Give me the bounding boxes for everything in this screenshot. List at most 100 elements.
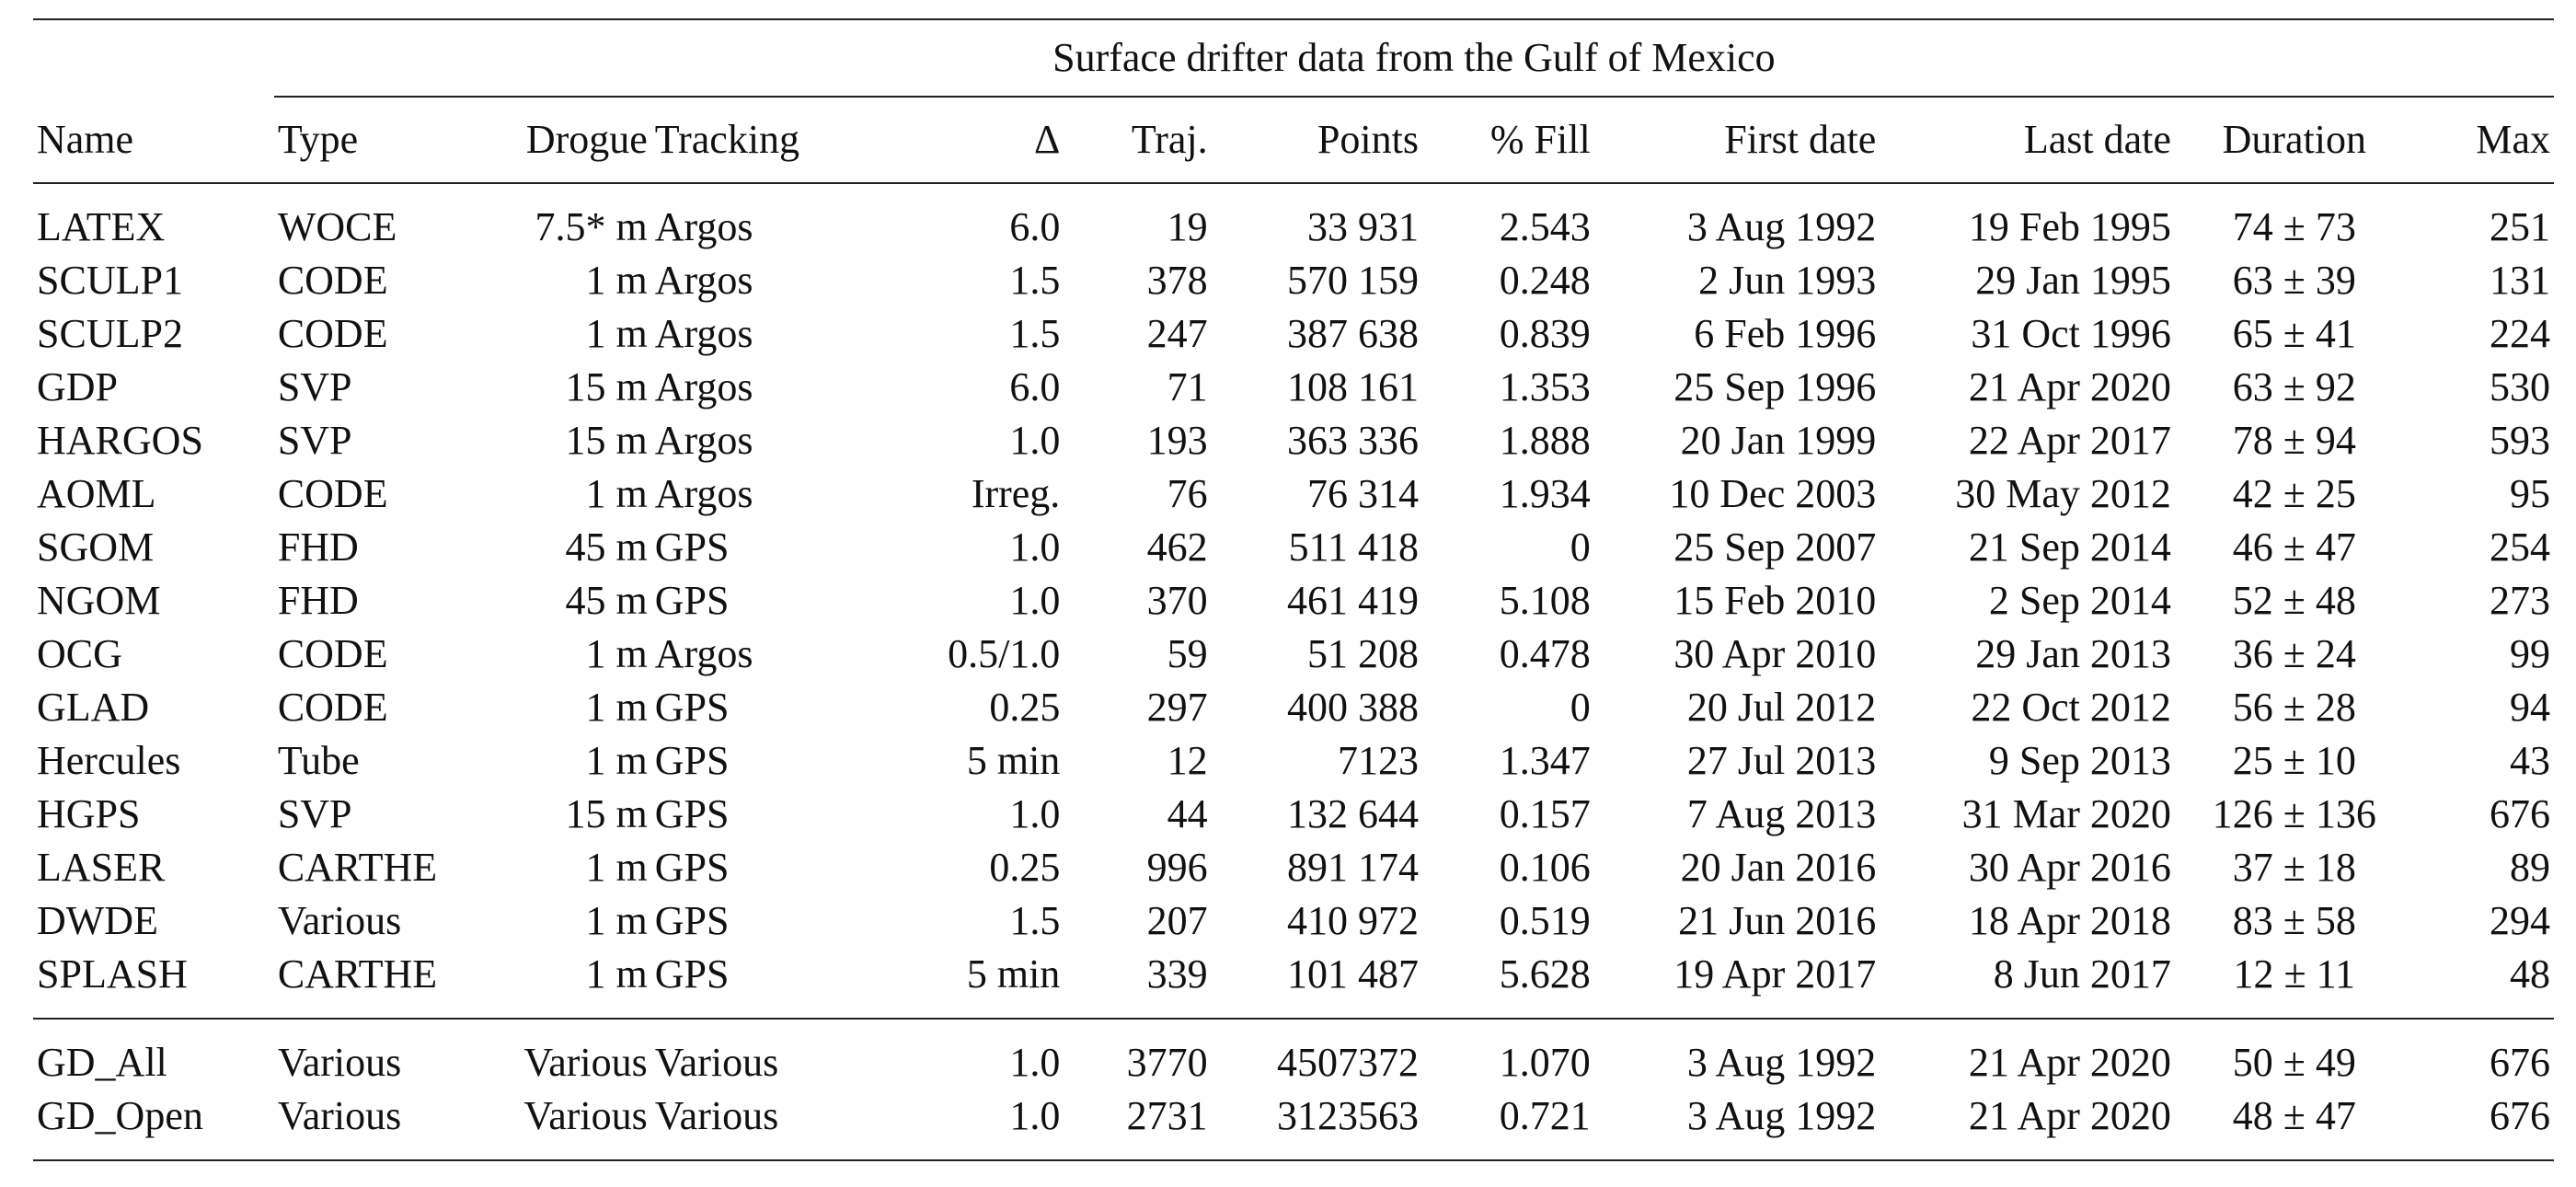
cell-trajectories: 339 [1064,948,1212,1020]
cell-type: Various [277,898,402,943]
cell-drogue: 1 m [585,631,648,676]
cell-type: CARTHE [273,948,495,1020]
cell-drogue: Various [494,1089,651,1161]
cell-points: 7123 [1337,738,1419,783]
cell-tracking: GPS [650,948,853,1020]
cell-trajectories: 996 [1146,845,1208,890]
cell-tracking: Argos [654,631,753,676]
cell-first-date: 19 Apr 2017 [1593,948,1880,1020]
cell-type: Tube [277,738,360,783]
cell-fill: 0.157 [1499,791,1591,836]
cell-fill: 0.478 [1499,631,1591,676]
cell-fill: 1.888 [1499,418,1591,463]
cell-name: GD_All [37,1040,167,1085]
table-row: SPLASH CARTHE 1 m GPS 5 min 339 101 487 5.628 19… [33,948,2554,1020]
cell-fill: 0.839 [1499,311,1591,356]
cell-delta: 1.0 [1009,578,1061,623]
table-row: LATEX WOCE 7.5* m Argos 6.0 19 33 931 2.543 3 Au… [33,183,2554,254]
cell-last-date: 22 Oct 2012 [1971,685,2171,730]
column-header-name: Name [33,97,274,184]
cell-max: 99 [2510,631,2550,676]
cell-tracking: Argos [654,311,753,356]
cell-trajectories: 3770 [1126,1040,1208,1085]
cell-tracking: GPS [654,578,730,623]
cell-duration: 42 ± 25 [2232,471,2356,516]
cell-type: CODE [277,685,388,730]
cell-fill: 1.353 [1499,364,1591,409]
cell-drogue: 1 m [585,258,648,303]
table-row: SGOM FHD 45 m GPS 1.0 462 511 418 0 25 Sep 2007 2… [33,521,2554,574]
cell-delta: 5 min [852,948,1064,1020]
cell-type: CODE [277,311,388,356]
cell-name: SCULP1 [37,258,183,303]
cell-type: Various [273,1089,495,1161]
cell-name: LASER [37,845,166,890]
cell-drogue: 1 m [585,845,648,890]
cell-duration: 63 ± 39 [2232,258,2356,303]
cell-drogue: 1 m [494,948,651,1020]
cell-max: 593 [2490,418,2550,463]
cell-drogue: 1 m [585,898,648,943]
cell-last-date: 21 Apr 2020 [1968,1040,2171,1085]
cell-last-date: 31 Oct 1996 [1971,311,2171,356]
cell-first-date: 27 Jul 2013 [1686,738,1877,783]
cell-trajectories: 207 [1146,898,1208,943]
cell-trajectories: 193 [1146,418,1208,463]
cell-last-date: 30 May 2012 [1955,471,2171,516]
table-row: GLAD CODE 1 m GPS 0.25 297 400 388 0 20 Jul 2012… [33,681,2554,734]
drifter-data-table: Surface drifter data from the Gulf of Me… [33,18,2554,1161]
cell-first-date: 3 Aug 1992 [1686,1040,1877,1085]
cell-drogue: 1 m [585,311,648,356]
cell-drogue: 15 m [565,364,648,409]
cell-duration: 78 ± 94 [2232,418,2356,463]
cell-tracking: GPS [654,685,730,730]
cell-points: 400 388 [1286,685,1419,730]
cell-drogue: 1 m [585,471,648,516]
cell-fill: 5.108 [1499,578,1591,623]
cell-duration: 37 ± 18 [2232,845,2356,890]
cell-last-date: 29 Jan 2013 [1975,631,2171,676]
cell-type: FHD [277,578,359,623]
column-header-type: Type [273,97,495,184]
cell-fill: 1.347 [1499,738,1591,783]
cell-delta: 5 min [966,738,1061,783]
column-header-trajectories: Traj. [1064,97,1212,184]
cell-max: 131 [2490,258,2550,303]
column-header-points: Points [1211,97,1422,184]
cell-delta: 1.5 [1009,898,1061,943]
cell-last-date: 21 Apr 2020 [1968,364,2171,409]
cell-first-date: 15 Feb 2010 [1673,578,1877,623]
cell-trajectories: 2731 [1064,1089,1212,1161]
cell-first-date: 2 Jun 1993 [1698,258,1877,303]
cell-max: 273 [2490,578,2550,623]
cell-type: CODE [277,631,388,676]
cell-delta: 6.0 [1009,204,1061,249]
cell-type: CODE [277,471,388,516]
cell-fill: 2.543 [1499,204,1591,249]
cell-duration: 65 ± 41 [2232,311,2356,356]
cell-max: 89 [2510,845,2550,890]
cell-trajectories: 378 [1146,258,1208,303]
cell-points: 363 336 [1286,418,1419,463]
table-row: NGOM FHD 45 m GPS 1.0 370 461 419 5.108 15 Feb 2… [33,574,2554,628]
cell-fill: 0.248 [1499,258,1591,303]
column-header-last-date: Last date [1880,97,2175,184]
cell-tracking: Argos [654,204,753,249]
cell-name: SCULP2 [37,311,183,356]
cell-max: 224 [2490,311,2550,356]
cell-name: GDP [37,364,119,409]
cell-name: AOML [37,471,156,516]
cell-delta: Irreg. [971,471,1061,516]
cell-drogue: 45 m [565,524,648,570]
cell-trajectories: 12 [1167,738,1208,783]
cell-points: 33 931 [1306,204,1419,249]
cell-points: 410 972 [1286,898,1419,943]
cell-duration: 63 ± 92 [2232,364,2356,409]
cell-duration: 36 ± 24 [2232,631,2356,676]
cell-duration: 48 ± 47 [2174,1089,2414,1161]
cell-type: WOCE [277,204,397,249]
table-row: Hercules Tube 1 m GPS 5 min 12 7123 1.347 27 Jul… [33,734,2554,788]
cell-first-date: 10 Dec 2003 [1669,471,1877,516]
cell-delta: 1.5 [1009,311,1061,356]
cell-max: 48 [2413,948,2554,1020]
